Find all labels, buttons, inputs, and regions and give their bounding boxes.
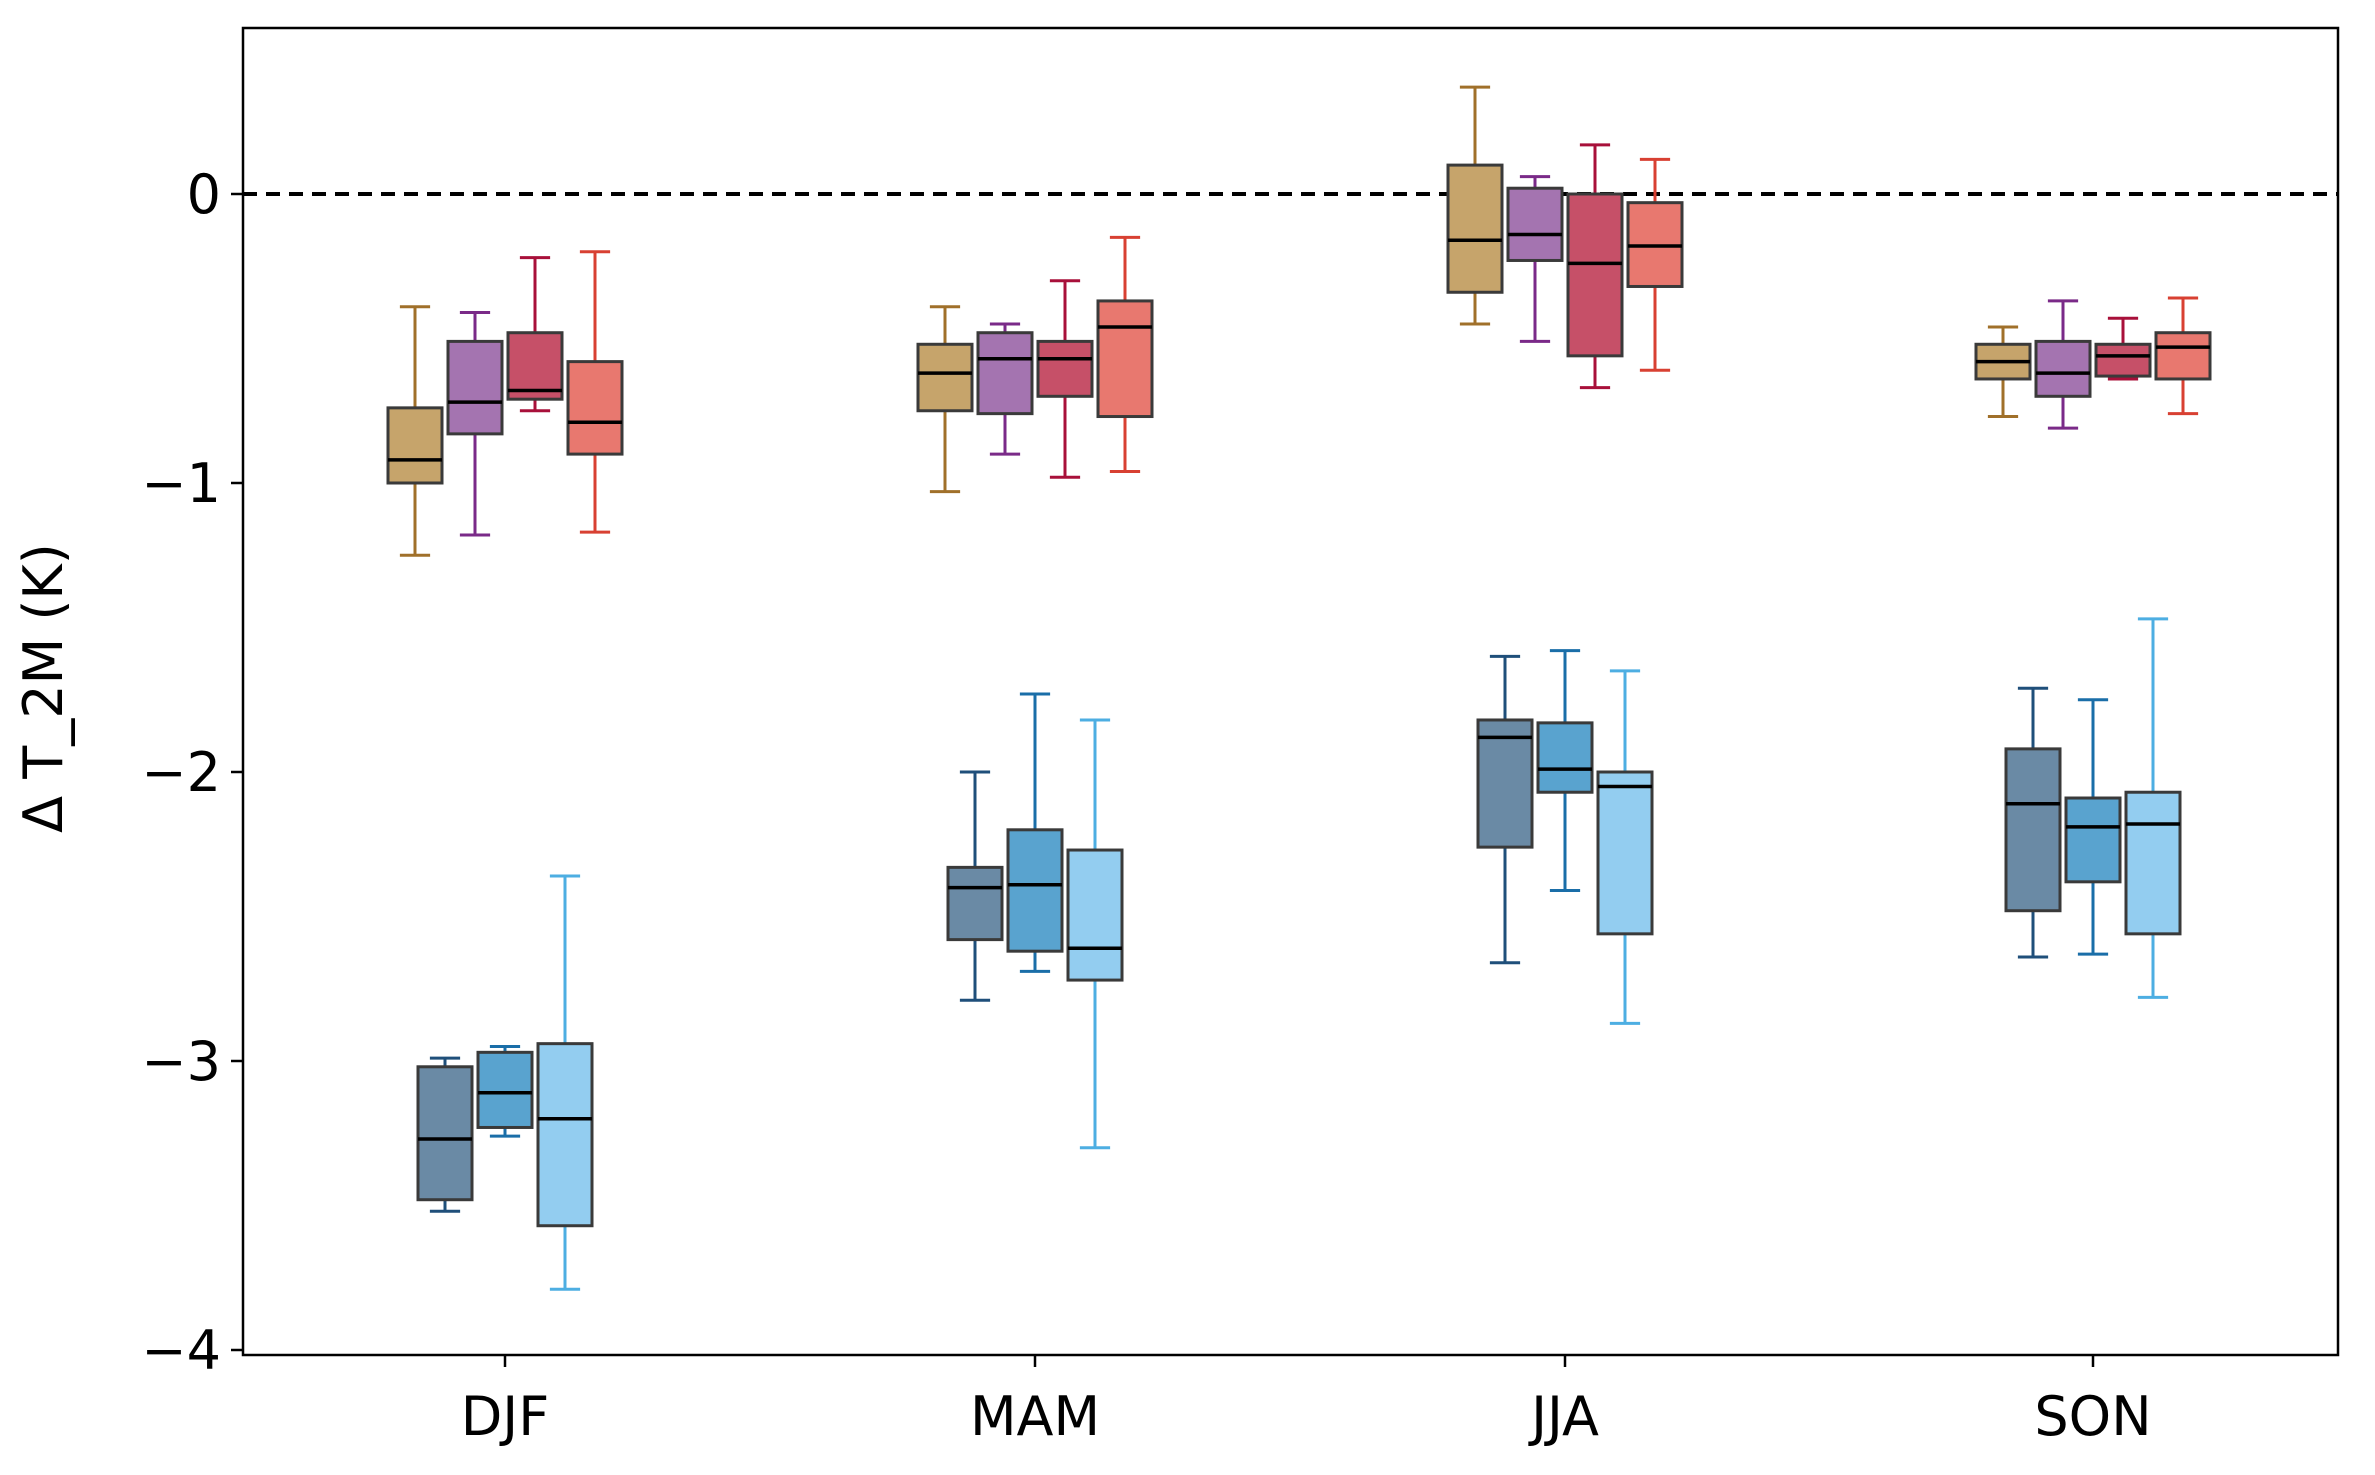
x-tick-label: SON — [2034, 1385, 2151, 1448]
box-body — [1506, 186, 1564, 262]
box-warm-3-MAM — [1036, 279, 1094, 479]
box-blue-2-JJA — [1536, 649, 1594, 892]
y-tick-label: −1 — [141, 452, 221, 515]
box-body — [1006, 828, 1064, 953]
box-blue-3-JJA — [1596, 669, 1654, 1025]
box-body — [2154, 331, 2212, 381]
box-body — [1596, 770, 1654, 936]
box-warm-3-DJF — [506, 256, 564, 413]
box-warm-3-JJA — [1566, 143, 1624, 390]
box-warm-2-JJA — [1506, 175, 1564, 343]
y-tick-label: −4 — [141, 1319, 221, 1382]
x-tick-label: JJA — [1528, 1385, 1599, 1448]
box-body — [1566, 192, 1624, 358]
box-body — [946, 865, 1004, 942]
box-blue-1-SON — [2004, 686, 2062, 959]
box-warm-1-MAM — [916, 305, 974, 494]
box-body — [916, 342, 974, 413]
box-blue-3-MAM — [1066, 718, 1124, 1150]
axes-frame — [241, 26, 2340, 1357]
y-tick-label: −2 — [141, 741, 221, 804]
box-warm-1-SON — [1974, 325, 2032, 419]
box-body — [1036, 339, 1094, 398]
box-body — [506, 331, 564, 401]
y-axis-label: Δ T_2M (K) — [12, 543, 75, 833]
y-tick-label: 0 — [187, 163, 221, 226]
box-warm-3-SON — [2094, 316, 2152, 381]
box-body — [416, 1065, 474, 1202]
box-body — [566, 360, 624, 456]
box-body — [2064, 796, 2122, 884]
boxes-layer — [386, 85, 2212, 1291]
box-blue-3-SON — [2124, 617, 2182, 999]
box-body — [446, 339, 504, 436]
box-body — [1476, 718, 1534, 849]
y-tick-label: −3 — [141, 1030, 221, 1093]
box-body — [476, 1050, 534, 1129]
box-blue-2-SON — [2064, 698, 2122, 956]
box-body — [2124, 790, 2182, 936]
box-blue-1-JJA — [1476, 654, 1534, 965]
box-blue-1-MAM — [946, 770, 1004, 1002]
box-warm-1-JJA — [1446, 85, 1504, 326]
box-blue-2-MAM — [1006, 692, 1064, 973]
box-body — [976, 331, 1034, 416]
box-body — [1446, 163, 1504, 294]
box-warm-2-DJF — [446, 310, 504, 537]
box-blue-3-DJF — [536, 874, 594, 1291]
box-warm-1-DJF — [386, 305, 444, 557]
x-tick-label: DJF — [461, 1385, 550, 1448]
box-body — [2034, 339, 2092, 398]
box-body — [536, 1042, 594, 1228]
box-warm-4-JJA — [1626, 157, 1684, 372]
box-warm-2-MAM — [976, 322, 1034, 456]
box-warm-2-SON — [2034, 299, 2092, 430]
box-warm-4-SON — [2154, 296, 2212, 416]
x-tick-label: MAM — [970, 1385, 1100, 1448]
box-warm-4-DJF — [566, 250, 624, 534]
box-body — [2094, 342, 2152, 378]
axes-layer: 0 −1 −2 −3 −4 DJF MAM JJA SON — [141, 26, 2340, 1448]
box-warm-4-MAM — [1096, 235, 1154, 473]
box-body — [2004, 747, 2062, 913]
box-blue-2-DJF — [476, 1045, 534, 1138]
box-body — [1066, 848, 1124, 982]
box-body — [1096, 299, 1154, 419]
box-blue-1-DJF — [416, 1056, 474, 1213]
box-body — [386, 406, 444, 485]
box-body — [1536, 721, 1594, 794]
